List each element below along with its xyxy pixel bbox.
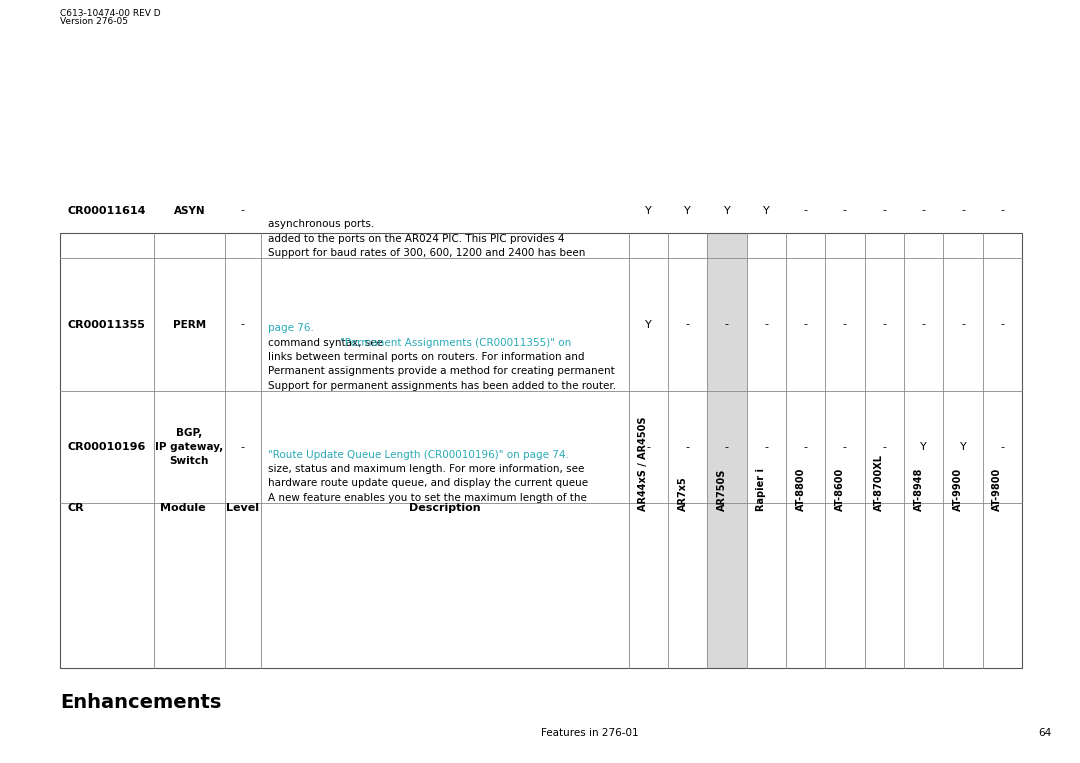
Text: ASYN: ASYN — [174, 205, 205, 215]
Text: added to the ports on the AR024 PIC. This PIC provides 4: added to the ports on the AR024 PIC. Thi… — [268, 233, 565, 243]
Text: Y: Y — [920, 442, 927, 452]
Text: Version 276-05: Version 276-05 — [60, 18, 129, 27]
Text: BGP,
IP gateway,
Switch: BGP, IP gateway, Switch — [156, 428, 224, 466]
Text: -: - — [882, 442, 887, 452]
Text: Y: Y — [645, 205, 651, 215]
Text: CR00011614: CR00011614 — [68, 205, 147, 215]
Text: -: - — [241, 442, 245, 452]
Text: Module: Module — [160, 503, 206, 513]
Text: Y: Y — [645, 320, 651, 330]
Text: -: - — [686, 320, 689, 330]
Text: -: - — [1000, 205, 1004, 215]
Text: -: - — [843, 320, 847, 330]
Text: Permanent assignments provide a method for creating permanent: Permanent assignments provide a method f… — [268, 366, 615, 376]
Text: -: - — [686, 442, 689, 452]
Text: CR00010196: CR00010196 — [68, 442, 147, 452]
Text: -: - — [804, 442, 808, 452]
Bar — [60, 233, 1022, 668]
Text: "Route Update Queue Length (CR00010196)" on page 74.: "Route Update Queue Length (CR00010196)"… — [268, 449, 569, 459]
Text: Enhancements: Enhancements — [60, 694, 221, 713]
Text: -: - — [843, 442, 847, 452]
Text: links between terminal ports on routers. For information and: links between terminal ports on routers.… — [268, 352, 584, 362]
Text: Y: Y — [685, 205, 691, 215]
Text: -: - — [765, 442, 768, 452]
Text: -: - — [1000, 442, 1004, 452]
Text: AT-8800: AT-8800 — [796, 468, 806, 511]
Text: -: - — [241, 320, 245, 330]
Text: AT-8948: AT-8948 — [914, 468, 923, 511]
Text: page 76.: page 76. — [268, 323, 314, 333]
Text: -: - — [921, 320, 926, 330]
Text: AT-9900: AT-9900 — [953, 468, 963, 511]
Text: Features in 276-01: Features in 276-01 — [541, 728, 638, 738]
Text: -: - — [765, 320, 768, 330]
Text: Level: Level — [227, 503, 259, 513]
Text: -: - — [921, 205, 926, 215]
Text: AR7x5: AR7x5 — [677, 476, 688, 511]
Text: C613-10474-00 REV D: C613-10474-00 REV D — [60, 8, 161, 18]
Text: -: - — [241, 205, 245, 215]
Text: Support for baud rates of 300, 600, 1200 and 2400 has been: Support for baud rates of 300, 600, 1200… — [268, 248, 585, 258]
Text: CR00011355: CR00011355 — [68, 320, 146, 330]
Text: -: - — [725, 442, 729, 452]
Text: -: - — [843, 205, 847, 215]
Text: -: - — [961, 320, 966, 330]
Text: -: - — [882, 320, 887, 330]
Text: AT-8700XL: AT-8700XL — [875, 454, 885, 511]
Text: AT-9800: AT-9800 — [993, 468, 1002, 511]
Text: Support for permanent assignments has been added to the router.: Support for permanent assignments has be… — [268, 381, 617, 391]
Text: -: - — [804, 320, 808, 330]
Text: -: - — [804, 205, 808, 215]
Text: A new feature enables you to set the maximum length of the: A new feature enables you to set the max… — [268, 493, 586, 503]
Text: 64: 64 — [1038, 728, 1052, 738]
Text: "Permanent Assignments (CR00011355)" on: "Permanent Assignments (CR00011355)" on — [340, 337, 571, 347]
Text: CR: CR — [68, 503, 84, 513]
Text: Y: Y — [762, 205, 770, 215]
Text: -: - — [1000, 320, 1004, 330]
Text: AR750S: AR750S — [717, 468, 727, 511]
Text: PERM: PERM — [173, 320, 206, 330]
Text: command syntax, see: command syntax, see — [268, 337, 387, 347]
Text: Rapier i: Rapier i — [756, 468, 766, 511]
Text: Y: Y — [960, 442, 967, 452]
Text: hardware route update queue, and display the current queue: hardware route update queue, and display… — [268, 478, 589, 488]
Text: size, status and maximum length. For more information, see: size, status and maximum length. For mor… — [268, 464, 584, 474]
Text: Description: Description — [409, 503, 481, 513]
Text: asynchronous ports.: asynchronous ports. — [268, 219, 375, 229]
Text: Y: Y — [724, 205, 730, 215]
Text: -: - — [646, 442, 650, 452]
Text: AT-8600: AT-8600 — [835, 468, 845, 511]
Text: -: - — [882, 205, 887, 215]
Text: -: - — [725, 320, 729, 330]
Text: -: - — [961, 205, 966, 215]
Text: AR44xS / AR450S: AR44xS / AR450S — [638, 417, 648, 511]
Bar — [707, 233, 746, 668]
